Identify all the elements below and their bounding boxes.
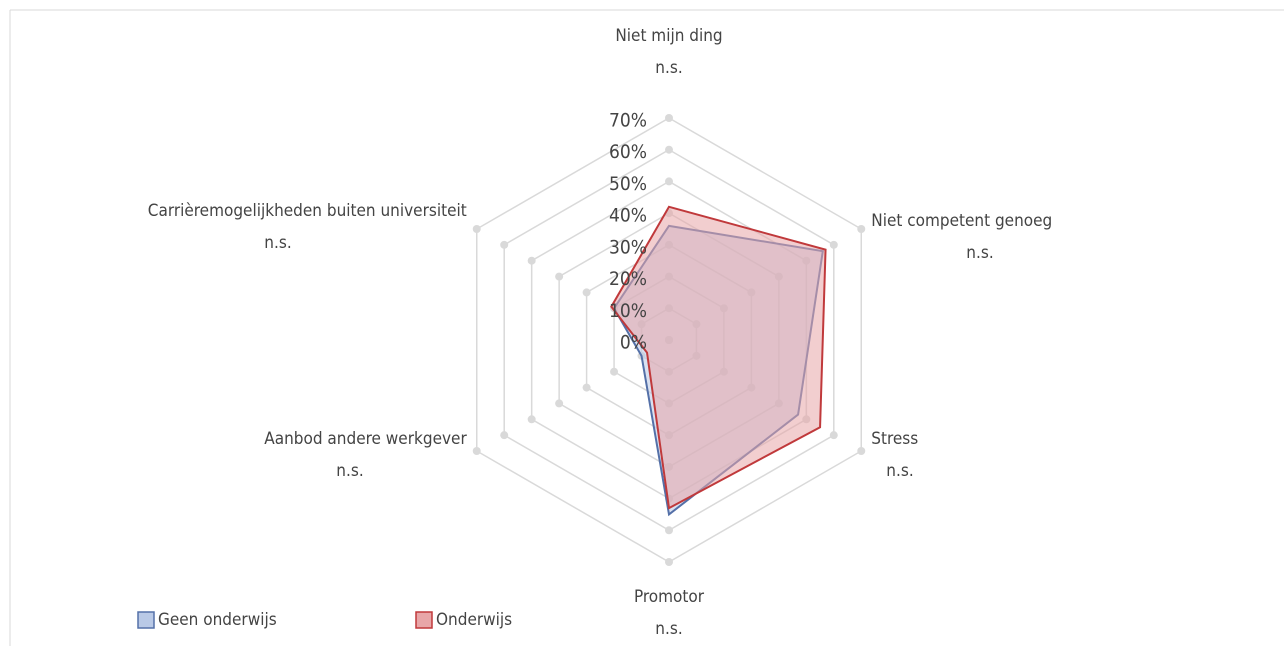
grid-dot bbox=[500, 431, 509, 440]
category-note: n.s. bbox=[336, 461, 363, 481]
grid-dot bbox=[665, 145, 673, 154]
grid-dot bbox=[665, 114, 673, 122]
grid-dot bbox=[665, 526, 673, 535]
y-tick-label: 60% bbox=[609, 141, 647, 163]
grid-dot bbox=[582, 288, 591, 297]
y-tick-label: 20% bbox=[609, 268, 647, 290]
category-label: Stress bbox=[871, 429, 918, 449]
series-area bbox=[610, 205, 827, 510]
grid-dot bbox=[472, 447, 481, 455]
grid-dot bbox=[582, 383, 591, 392]
category-label: Aanbod andere werkgever bbox=[264, 429, 467, 449]
grid-dot bbox=[665, 558, 673, 566]
grid-dot bbox=[857, 225, 866, 233]
y-tick-label: 70% bbox=[609, 110, 647, 132]
y-tick-label: 40% bbox=[609, 205, 647, 227]
y-tick-label: 50% bbox=[609, 173, 647, 195]
y-tick-label: 0% bbox=[620, 332, 647, 354]
legend-swatch bbox=[137, 611, 155, 629]
category-note: n.s. bbox=[264, 233, 291, 253]
grid-dot bbox=[665, 177, 673, 186]
grid-dot bbox=[472, 225, 481, 233]
grid-dot bbox=[555, 399, 564, 408]
y-tick-label: 10% bbox=[609, 300, 647, 322]
grid-dot bbox=[500, 240, 509, 249]
legend-label: Onderwijs bbox=[436, 610, 512, 630]
category-label: Niet mijn ding bbox=[615, 26, 722, 46]
category-label: Promotor bbox=[634, 587, 705, 607]
y-tick-label: 30% bbox=[609, 236, 647, 258]
grid-dot bbox=[527, 415, 536, 424]
grid-dot bbox=[527, 256, 536, 265]
category-note: n.s. bbox=[655, 58, 682, 78]
grid-dot bbox=[829, 240, 838, 249]
grid-dot bbox=[610, 367, 619, 376]
category-note: n.s. bbox=[966, 243, 993, 263]
category-label: Carrièremogelijkheden buiten universitei… bbox=[148, 201, 467, 221]
legend-swatch bbox=[415, 611, 433, 629]
category-label: Niet competent genoeg bbox=[871, 211, 1052, 231]
category-note: n.s. bbox=[655, 619, 682, 639]
legend-label: Geen onderwijs bbox=[158, 610, 277, 630]
grid-dot bbox=[555, 272, 564, 281]
grid-dot bbox=[829, 431, 838, 440]
grid-dot bbox=[857, 447, 866, 455]
category-note: n.s. bbox=[886, 461, 913, 481]
